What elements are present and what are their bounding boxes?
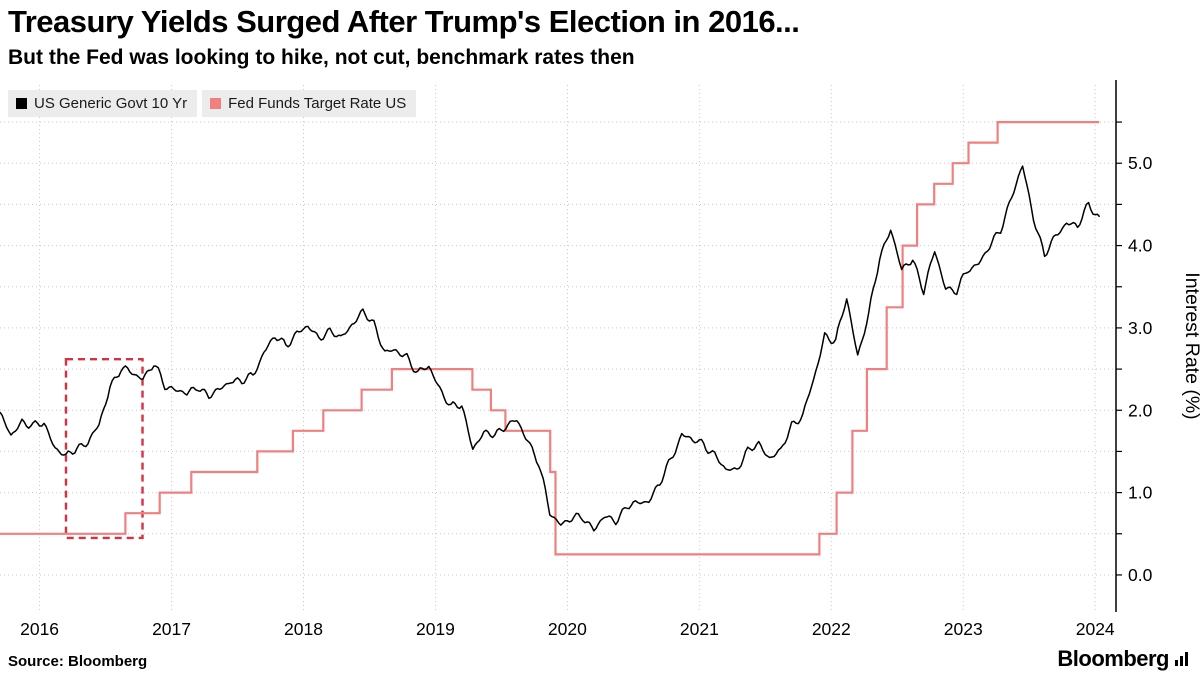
x-tick-label: 2019 — [416, 619, 455, 639]
source-credit: Source: Bloomberg — [8, 653, 148, 670]
chart-legend: US Generic Govt 10 Yr Fed Funds Target R… — [8, 90, 417, 117]
bloomberg-brand: Bloomberg — [1057, 646, 1190, 672]
treasury-line — [0, 165, 1101, 532]
legend-item-label: Fed Funds Target Rate US — [228, 95, 407, 112]
election-highlight-box — [64, 358, 144, 540]
x-tick-label: 2020 — [548, 619, 587, 639]
fed-funds-line — [0, 121, 1100, 556]
x-tick-label: 2022 — [812, 619, 851, 639]
chart-title: Treasury Yields Surged After Trump's Ele… — [8, 4, 800, 39]
y-tick-label: 1.0 — [1128, 483, 1153, 503]
x-tick-label: 2016 — [20, 619, 59, 639]
y-tick-label: 5.0 — [1128, 153, 1153, 173]
bloomberg-wordmark: Bloomberg — [1057, 646, 1169, 671]
chart-subtitle: But the Fed was looking to hike, not cut… — [8, 46, 635, 69]
legend-item-treasury: US Generic Govt 10 Yr — [8, 90, 198, 117]
y-tick-label: 2.0 — [1128, 400, 1153, 420]
legend-item-fed-funds: Fed Funds Target Rate US — [202, 90, 417, 117]
x-tick-label: 2023 — [944, 619, 983, 639]
x-tick-label: 2018 — [284, 619, 323, 639]
x-tick-label: 2017 — [152, 619, 191, 639]
x-tick-label: 2024 — [1076, 619, 1115, 639]
x-tick-label: 2021 — [680, 619, 719, 639]
bloomberg-logo-icon — [1175, 652, 1188, 666]
y-axis-label: Interest Rate (%) — [1181, 272, 1200, 419]
chart-canvas: 2016 2017 2018 2019 2020 2021 2022 2023 2024 0.0 1… — [0, 80, 1200, 639]
fed-funds-series-swatch-icon — [210, 98, 222, 109]
treasury-series-swatch-icon — [16, 98, 27, 109]
legend-item-label: US Generic Govt 10 Yr — [34, 95, 188, 112]
y-tick-label: 0.0 — [1128, 565, 1153, 585]
y-tick-label: 4.0 — [1128, 236, 1153, 256]
y-tick-label: 3.0 — [1128, 318, 1153, 338]
